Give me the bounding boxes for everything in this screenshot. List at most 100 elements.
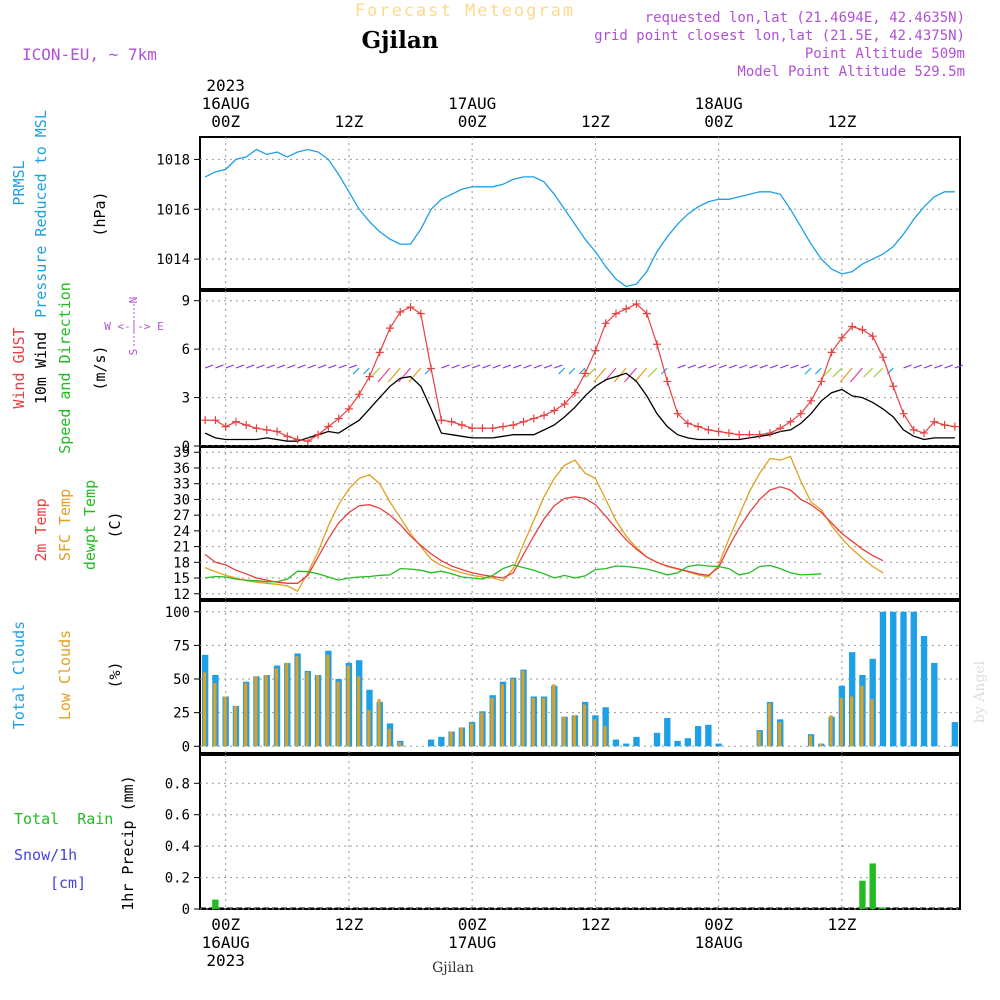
- wind-direction-arrow: [780, 364, 789, 369]
- wind-direction-arrow: [492, 364, 501, 369]
- wind-gust-marker: [386, 324, 394, 333]
- wind-gust-label: Wind GUST: [10, 327, 28, 408]
- wind-direction-arrow: [738, 364, 748, 369]
- clouds-ytick-label: 25: [173, 706, 190, 722]
- wind-direction-arrow: [814, 367, 822, 375]
- wind-direction-arrow: [697, 364, 707, 369]
- wind-gust-marker: [663, 377, 672, 386]
- wind-gust-marker: [611, 309, 620, 318]
- cloud-low-bar: [449, 731, 453, 747]
- bottom-time-label: 12Z: [581, 915, 610, 934]
- cloud-low-bar: [459, 727, 463, 747]
- cloud-low-bar: [860, 685, 864, 747]
- wind-gust-marker: [334, 414, 343, 423]
- cloud-low-bar: [223, 696, 227, 747]
- temp-dewpt-line: [205, 564, 822, 583]
- cloud-low-bar: [500, 684, 504, 747]
- clouds-frame: [199, 600, 961, 754]
- point-altitude: Point Altitude 509m: [805, 46, 965, 62]
- cloud-total-bar: [910, 611, 917, 747]
- wind-ytick-label: 6: [182, 342, 190, 358]
- temp-ytick-label: 36: [173, 461, 190, 477]
- wind-gust-marker: [221, 422, 230, 431]
- wind-direction-arrow: [568, 367, 576, 375]
- clouds-ytick-label: 50: [173, 672, 190, 688]
- cloud-low-bar: [469, 723, 474, 747]
- wind-gust-marker: [416, 309, 425, 318]
- cloud-low-bar: [521, 670, 525, 747]
- wind-direction-arrow: [759, 364, 768, 369]
- cloud-low-bar: [326, 654, 330, 747]
- temp-2m-label: 2m Temp: [32, 498, 50, 561]
- bottom-time-label: 18AUG: [695, 933, 743, 952]
- top-time-label: 12Z: [334, 112, 363, 131]
- pressure-label-2: Pressure Reduced to MSL: [32, 110, 50, 318]
- wind-gust-marker: [735, 430, 744, 439]
- wind-gust-marker: [653, 340, 662, 349]
- wind-direction-arrow: [246, 364, 255, 369]
- wind-gust-marker: [468, 424, 477, 433]
- wind-gust-marker: [827, 348, 836, 357]
- top-time-label: 17AUG: [448, 94, 496, 113]
- cloud-low-bar: [285, 662, 289, 747]
- wind-direction-arrow: [687, 364, 697, 369]
- wind-direction-arrow: [408, 367, 422, 383]
- cloud-low-bar: [274, 668, 279, 747]
- wind-gust-marker: [704, 425, 713, 434]
- bottom-time-label: 00Z: [458, 915, 487, 934]
- pressure-unit: (hPa): [91, 191, 109, 236]
- cloud-low-bar: [849, 696, 854, 747]
- temp-ytick-label: 30: [173, 492, 190, 508]
- wind-direction-arrow: [317, 364, 327, 369]
- wind-direction-arrow: [873, 367, 884, 378]
- wind-gust-marker: [540, 411, 549, 420]
- wind-direction-arrow: [944, 364, 953, 369]
- wind-gust-marker: [519, 417, 528, 426]
- cloud-total-bar: [623, 743, 630, 747]
- cloud-low-bar: [829, 715, 833, 747]
- wind-direction-arrow: [903, 364, 912, 369]
- cloud-low-bar: [593, 719, 597, 747]
- requested-coords: requested lon,lat (21.4694E, 42.4635N): [645, 10, 965, 26]
- cloud-total-bar: [715, 743, 722, 747]
- wind-direction-arrow: [225, 364, 234, 369]
- compass-south: S: [127, 349, 140, 356]
- temp-ytick-label: 27: [173, 508, 190, 524]
- wind-gust-marker: [930, 417, 939, 426]
- cloud-low-bar: [572, 715, 576, 747]
- temp-ytick-label: 21: [173, 540, 190, 556]
- cloud-total-bar: [427, 739, 435, 747]
- wind-gust-marker: [601, 319, 610, 328]
- wind-direction-arrow: [387, 367, 401, 383]
- wind-gust-marker: [848, 322, 857, 331]
- wind-direction-arrow: [307, 364, 317, 369]
- wind-gust-marker: [683, 419, 692, 428]
- precip-panel: 0 0.2 0.4 0.6 0.8: [165, 754, 961, 918]
- wind-gust-marker: [509, 421, 518, 430]
- cloud-low-bar: [582, 704, 587, 747]
- wind-gust-marker: [406, 303, 415, 312]
- wind-gust-marker: [755, 430, 764, 439]
- model-altitude: Model Point Altitude 529.5m: [737, 64, 965, 80]
- wind-direction-arrow: [677, 364, 686, 369]
- wind-direction-arrow: [585, 367, 596, 378]
- wind-gust-marker: [273, 427, 282, 436]
- wind-gust-marker: [581, 369, 590, 378]
- top-time-label: 12Z: [581, 112, 610, 131]
- temp-sfc-label: SFC Temp: [56, 489, 74, 561]
- cloud-low-bar: [819, 743, 823, 747]
- wind-compass: N W <-|-> E S: [104, 297, 164, 356]
- pressure-ytick-label: 1016: [156, 202, 190, 218]
- wind-gust-marker: [878, 353, 887, 362]
- cloud-low-bar: [233, 705, 237, 747]
- precip-ytick-label: 0.4: [165, 839, 190, 855]
- clouds-low-label: Low Clouds: [56, 630, 74, 720]
- top-time-label: 00Z: [211, 112, 240, 131]
- wind-gust-marker: [201, 416, 210, 425]
- wind-gust-marker: [498, 422, 507, 431]
- bottom-time-label: 12Z: [334, 915, 363, 934]
- wind-direction-arrow: [513, 364, 522, 369]
- wind-direction-arrow: [863, 367, 874, 378]
